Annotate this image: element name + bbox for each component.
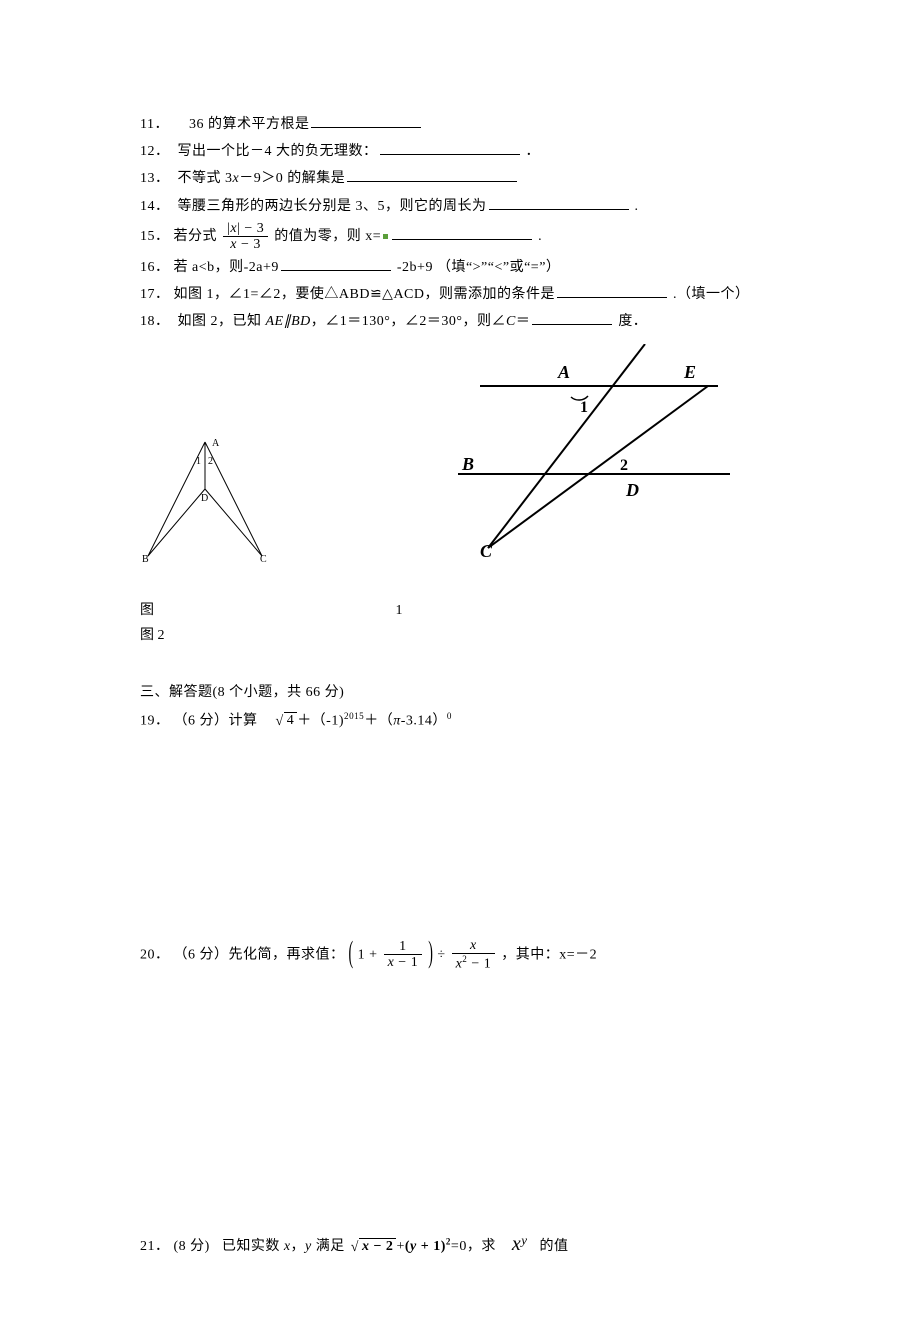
figures-row: A B C D 1 2 A E B D C xyxy=(140,344,780,594)
section-3-heading: 三、解答题(8 个小题，共 66 分) xyxy=(140,680,780,705)
fig2-label-c: C xyxy=(480,541,493,561)
fig1-label-2: 2 xyxy=(208,456,213,467)
q18-text-d: 度． xyxy=(618,314,647,329)
figure-1-triangle: A B C D 1 2 xyxy=(140,434,270,564)
q18-text-a: 如图 2，已知 xyxy=(178,314,266,329)
q17-num: 17． xyxy=(140,287,170,302)
question-16: 16． 若 a<b，则-2a+9 -2b+9 （填“>”“<”或“=”） xyxy=(140,255,780,280)
green-dot-icon xyxy=(383,234,388,239)
q20-pts: （6 分）先化简，再求值： xyxy=(174,947,345,962)
q19-sqrt: 4 xyxy=(274,708,298,733)
fig2-label-e: E xyxy=(683,362,696,382)
fig2-label-a: A xyxy=(557,362,570,382)
q17-text-b: .（填一个） xyxy=(673,287,750,302)
q14-text-b: . xyxy=(635,199,639,214)
fig2-label-b: B xyxy=(461,454,474,474)
question-19: 19． （6 分）计算 4＋（-1)2015＋（π-3.14）0 xyxy=(140,708,780,734)
q15-blank xyxy=(392,225,532,240)
q20-num: 20． xyxy=(140,947,170,962)
figure-2-parallel-lines: A E B D C 1 2 xyxy=(450,344,750,564)
q15-num: 15． xyxy=(140,229,170,244)
q16-text-b: -2b+9 （填“>”“<”或“=”） xyxy=(397,260,561,275)
question-11: 11． 36 的算术平方根是 xyxy=(140,112,780,137)
fig1-label-d: D xyxy=(201,493,208,504)
q18-blank xyxy=(532,310,612,325)
q20-frac1: 1 x − 1 xyxy=(384,939,423,971)
q11-num: 11． xyxy=(140,117,169,132)
q18-text-c: ＝ xyxy=(516,314,531,329)
fig1-label-a: A xyxy=(212,438,220,449)
q12-num: 12． xyxy=(140,144,170,159)
q20-frac2: x x2 − 1 xyxy=(452,938,496,972)
q14-num: 14． xyxy=(140,199,170,214)
q18-ital-b: C xyxy=(506,314,516,329)
fig1-caption: 图 1 xyxy=(140,598,780,623)
question-18: 18． 如图 2，已知 AE∥BD，∠1＝130°，∠2＝30°，则∠C＝ 度． xyxy=(140,309,780,334)
q15-text-a: 若分式 xyxy=(174,229,218,244)
fig2-label-1: 1 xyxy=(580,399,588,416)
q18-ital-a: AE∥BD xyxy=(266,314,311,329)
fig1-label-c: C xyxy=(260,554,267,564)
q12-text-b: ． xyxy=(526,144,541,159)
q18-text-b: ，∠1＝130°，∠2＝30°，则∠ xyxy=(311,314,506,329)
q11-blank xyxy=(311,113,421,128)
question-15: 15． 若分式 |x| − 3 x − 3 的值为零，则 x= . xyxy=(140,221,780,253)
q17-blank xyxy=(557,283,667,298)
fig2-label-d: D xyxy=(625,480,639,500)
q15-text-b: 的值为零，则 x= xyxy=(274,229,381,244)
q13-num: 13． xyxy=(140,171,170,186)
q19-num: 19． xyxy=(140,713,170,728)
q12-text-a: 写出一个比－4 大的负无理数： xyxy=(178,144,378,159)
fig1-label-1: 1 xyxy=(196,456,201,467)
q13-blank xyxy=(347,167,517,182)
fig2-caption: 图 2 xyxy=(140,623,780,648)
q19-pts: （6 分）计算 xyxy=(174,713,258,728)
q16-text-a: 若 a<b，则-2a+9 xyxy=(174,260,279,275)
math-worksheet-page: 11． 36 的算术平方根是 12． 写出一个比－4 大的负无理数： ． 13．… xyxy=(0,0,920,1324)
q17-text-a: 如图 1，∠1=∠2，要使△ABD≌△ACD，则需添加的条件是 xyxy=(174,287,556,302)
fig1-label-b: B xyxy=(142,554,149,564)
question-12: 12． 写出一个比－4 大的负无理数： ． xyxy=(140,139,780,164)
question-13: 13． 不等式 3x－9＞0 的解集是 xyxy=(140,166,780,191)
q15-fraction: |x| − 3 x − 3 xyxy=(223,221,268,253)
q21-sqrt: x − 2 xyxy=(349,1234,397,1259)
question-20: 20． （6 分）先化简，再求值： ( 1 + 1 x − 1 ) ÷ x x2… xyxy=(140,938,780,972)
q11-text: 36 的算术平方根是 xyxy=(189,117,310,132)
q16-num: 16． xyxy=(140,260,170,275)
q13-text-b: －9＞0 的解集是 xyxy=(239,171,345,186)
q15-text-c: . xyxy=(538,229,542,244)
q18-num: 18． xyxy=(140,314,170,329)
q12-blank xyxy=(380,140,520,155)
q21-num: 21． xyxy=(140,1239,170,1254)
q14-text-a: 等腰三角形的两边长分别是 3、5，则它的周长为 xyxy=(178,199,487,214)
fig2-label-2: 2 xyxy=(620,457,628,474)
question-21: 21． (8 分) 已知实数 x，y 满足 x − 2+(y + 1)2=0，求… xyxy=(140,1226,780,1262)
q16-blank xyxy=(281,256,391,271)
q20-tail: ，其中：x=－2 xyxy=(501,947,597,962)
q21-pts: (8 分) xyxy=(174,1239,210,1254)
q14-blank xyxy=(489,195,629,210)
q13-text-a: 不等式 3 xyxy=(178,171,233,186)
question-17: 17． 如图 1，∠1=∠2，要使△ABD≌△ACD，则需添加的条件是 .（填一… xyxy=(140,282,780,307)
question-14: 14． 等腰三角形的两边长分别是 3、5，则它的周长为 . xyxy=(140,194,780,219)
